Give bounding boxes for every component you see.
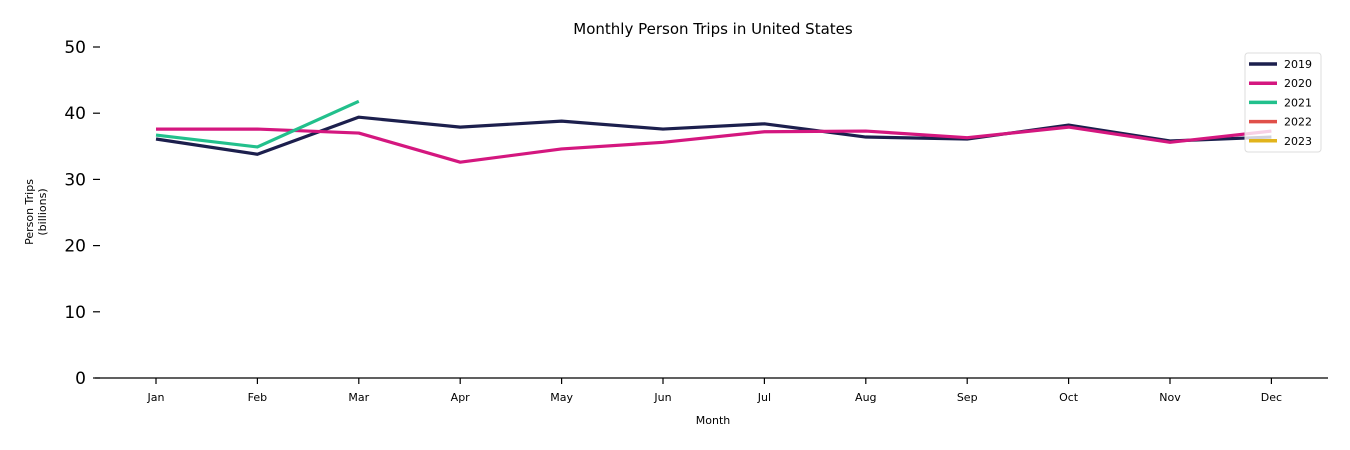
legend-label-2022: 2022 xyxy=(1284,116,1312,129)
y-tick-label: 40 xyxy=(64,104,86,124)
chart-title: Monthly Person Trips in United States xyxy=(573,20,853,38)
y-axis-label-line-1: Person Trips xyxy=(23,179,36,245)
y-tick-label: 50 xyxy=(64,38,86,58)
legend-label-2020: 2020 xyxy=(1284,77,1312,90)
legend: 2019 2020 2021 2022 2023 xyxy=(1244,52,1322,153)
y-tick-label: 0 xyxy=(75,369,86,389)
x-tick-label: Apr xyxy=(451,391,471,404)
legend-box xyxy=(1244,52,1322,153)
series-line-2019 xyxy=(155,115,1272,156)
y-tick-label: 20 xyxy=(64,237,86,257)
y-tick-label: 30 xyxy=(64,170,86,190)
x-tick-label: Aug xyxy=(855,391,876,404)
x-tick-label: Mar xyxy=(348,391,369,404)
series-line-2021 xyxy=(155,99,360,149)
y-tick-label: 10 xyxy=(64,303,86,323)
x-tick-label: Jul xyxy=(757,391,771,404)
x-tick-label: Oct xyxy=(1059,391,1079,404)
x-tick-label: Jun xyxy=(653,391,671,404)
legend-label-2021: 2021 xyxy=(1284,96,1312,109)
x-tick-label: Sep xyxy=(957,391,978,404)
x-tick-label: Nov xyxy=(1159,391,1181,404)
legend-label-2019: 2019 xyxy=(1284,58,1312,71)
y-axis-label-line-2: (billions) xyxy=(36,188,49,235)
y-axis-label: Person Trips (billions) xyxy=(23,179,49,245)
x-tick-label: Dec xyxy=(1261,391,1282,404)
series-line-2020 xyxy=(156,125,1272,164)
x-tick-label: Jan xyxy=(147,391,165,404)
x-tick-label: May xyxy=(550,391,573,404)
x-tick-label: Feb xyxy=(248,391,267,404)
x-axis-label: Month xyxy=(696,414,731,427)
legend-label-2023: 2023 xyxy=(1284,135,1312,148)
